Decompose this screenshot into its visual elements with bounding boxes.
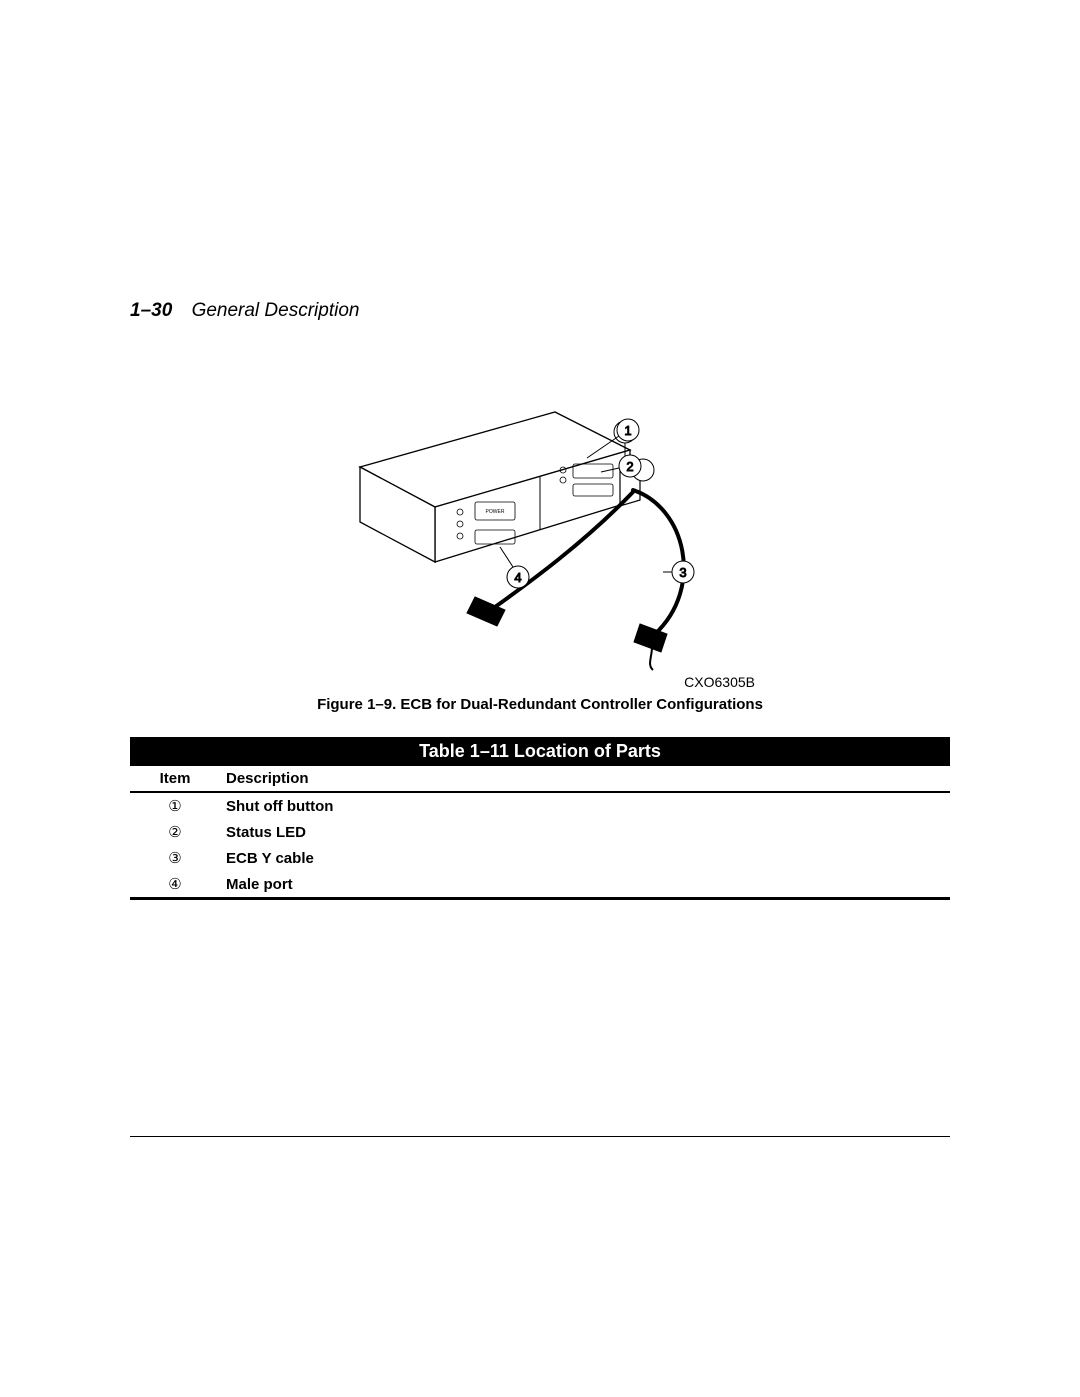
svg-text:3: 3 — [679, 565, 686, 580]
section-title: General Description — [192, 300, 360, 321]
content-area: 1–30 General Description — [130, 300, 950, 900]
item-desc: ECB Y cable — [220, 845, 950, 871]
svg-text:4: 4 — [514, 570, 521, 585]
item-desc: Male port — [220, 871, 950, 899]
table-title-row: Table 1–11 Location of Parts — [130, 737, 950, 766]
table-row: ④ Male port — [130, 871, 950, 899]
svg-text:1: 1 — [624, 423, 631, 438]
table-row: ① Shut off button — [130, 792, 950, 819]
svg-text:2: 2 — [626, 459, 633, 474]
figure-ref-code: CXO6305B — [325, 674, 755, 690]
item-desc: Shut off button — [220, 792, 950, 819]
table-header-row: Item Description — [130, 766, 950, 792]
footer-rule — [130, 1136, 950, 1137]
item-num: ① — [168, 797, 181, 815]
figure-block: POWER — [130, 372, 950, 900]
col-header-desc: Description — [220, 766, 950, 792]
table-row: ② Status LED — [130, 819, 950, 845]
page-number: 1–30 — [130, 300, 172, 321]
parts-table: Table 1–11 Location of Parts Item Descri… — [130, 737, 950, 900]
running-header: 1–30 General Description — [130, 300, 950, 322]
panel-label-power: POWER — [486, 509, 505, 515]
table-title: Table 1–11 Location of Parts — [130, 737, 950, 766]
col-header-item: Item — [130, 766, 220, 792]
ecb-diagram: POWER — [325, 372, 755, 672]
table-row: ③ ECB Y cable — [130, 845, 950, 871]
item-num: ② — [168, 823, 181, 841]
figure-caption: Figure 1–9. ECB for Dual-Redundant Contr… — [130, 696, 950, 713]
page: 1–30 General Description — [0, 0, 1080, 1397]
item-desc: Status LED — [220, 819, 950, 845]
item-num: ③ — [168, 849, 181, 867]
item-num: ④ — [168, 875, 181, 893]
